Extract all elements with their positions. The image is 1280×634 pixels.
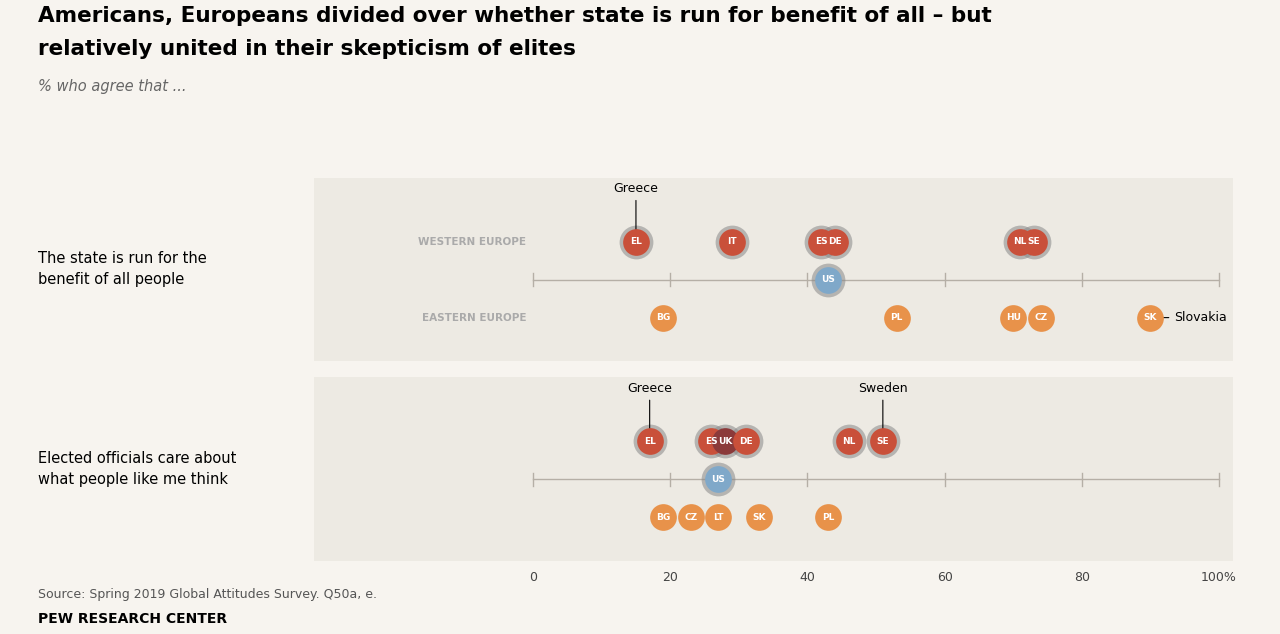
Text: The state is run for the
benefit of all people: The state is run for the benefit of all …	[38, 251, 207, 287]
Point	[653, 313, 673, 323]
Point	[626, 236, 646, 247]
Text: IT: IT	[727, 237, 737, 246]
Point	[812, 236, 832, 247]
Point	[1030, 313, 1051, 323]
Text: Greece: Greece	[627, 382, 672, 439]
Point	[818, 512, 838, 522]
Text: Sweden: Sweden	[858, 382, 908, 439]
Text: % who agree that ...: % who agree that ...	[38, 79, 187, 94]
Point	[873, 436, 893, 446]
Text: Slovakia: Slovakia	[1153, 311, 1228, 324]
Text: 20: 20	[662, 571, 678, 584]
Point	[681, 512, 701, 522]
Point	[873, 436, 893, 446]
Text: CZ: CZ	[1034, 313, 1047, 322]
Text: Americans, Europeans divided over whether state is run for benefit of all – but: Americans, Europeans divided over whethe…	[38, 6, 992, 27]
Text: 100%: 100%	[1201, 571, 1236, 584]
Text: PEW RESEARCH CENTER: PEW RESEARCH CENTER	[38, 612, 228, 626]
Text: relatively united in their skepticism of elites: relatively united in their skepticism of…	[38, 39, 576, 60]
Point	[1024, 236, 1044, 247]
Text: EL: EL	[630, 237, 641, 246]
Point	[714, 436, 735, 446]
Point	[749, 512, 769, 522]
Point	[626, 236, 646, 247]
Text: 60: 60	[937, 571, 952, 584]
Point	[736, 436, 756, 446]
Text: PL: PL	[822, 513, 835, 522]
Point	[722, 236, 742, 247]
Text: WESTERN EUROPE: WESTERN EUROPE	[419, 236, 526, 247]
Point	[1140, 313, 1161, 323]
Text: 80: 80	[1074, 571, 1089, 584]
Text: Greece: Greece	[613, 182, 658, 239]
Text: NL: NL	[1014, 237, 1027, 246]
Point	[824, 236, 845, 247]
Text: SK: SK	[753, 513, 767, 522]
Text: HU: HU	[1006, 313, 1020, 322]
Point	[838, 436, 859, 446]
Text: DE: DE	[739, 437, 753, 446]
Point	[714, 436, 735, 446]
Point	[1004, 313, 1024, 323]
Point	[1010, 236, 1030, 247]
Point	[812, 236, 832, 247]
Point	[722, 236, 742, 247]
Text: US: US	[820, 275, 835, 284]
Point	[708, 512, 728, 522]
Text: EASTERN EUROPE: EASTERN EUROPE	[421, 313, 526, 323]
Text: Source: Spring 2019 Global Attitudes Survey. Q50a, e.: Source: Spring 2019 Global Attitudes Sur…	[38, 588, 378, 602]
Text: BG: BG	[657, 513, 671, 522]
Text: EL: EL	[644, 437, 655, 446]
Point	[1024, 236, 1044, 247]
Point	[824, 236, 845, 247]
Point	[736, 436, 756, 446]
Text: DE: DE	[828, 237, 842, 246]
Text: PL: PL	[891, 313, 902, 322]
Text: BG: BG	[657, 313, 671, 322]
Text: US: US	[712, 475, 726, 484]
Text: ES: ES	[705, 437, 718, 446]
Text: Elected officials care about
what people like me think: Elected officials care about what people…	[38, 451, 237, 487]
Point	[653, 512, 673, 522]
Point	[640, 436, 660, 446]
Text: SE: SE	[1028, 237, 1041, 246]
Text: ES: ES	[815, 237, 827, 246]
Point	[708, 474, 728, 484]
Text: LT: LT	[713, 513, 723, 522]
Point	[838, 436, 859, 446]
Text: UK: UK	[718, 437, 732, 446]
Text: NL: NL	[842, 437, 855, 446]
Point	[708, 474, 728, 484]
Point	[886, 313, 906, 323]
Text: SK: SK	[1143, 313, 1157, 322]
Point	[818, 275, 838, 285]
Text: SE: SE	[877, 437, 890, 446]
Point	[701, 436, 722, 446]
Text: 0: 0	[529, 571, 538, 584]
Text: CZ: CZ	[685, 513, 698, 522]
Point	[701, 436, 722, 446]
Point	[818, 275, 838, 285]
Point	[1010, 236, 1030, 247]
Point	[640, 436, 660, 446]
Text: 40: 40	[800, 571, 815, 584]
